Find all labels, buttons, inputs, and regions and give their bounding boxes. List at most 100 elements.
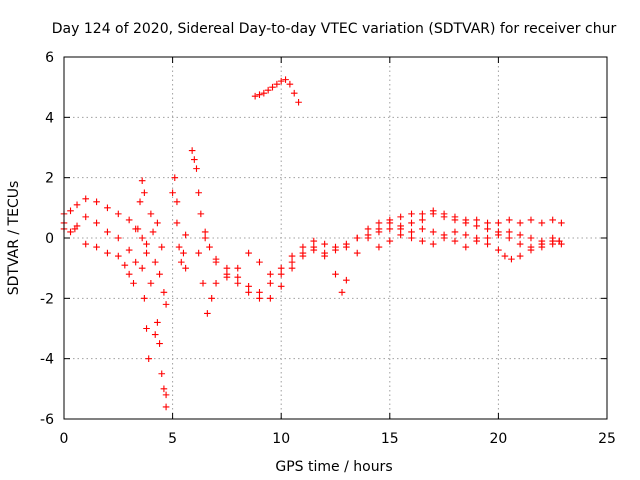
data-point [505, 228, 513, 236]
data-point [71, 225, 79, 233]
data-point [501, 252, 509, 260]
data-point [386, 216, 394, 224]
y-tick-label: 4 [45, 110, 54, 126]
data-point [104, 249, 111, 257]
data-point [162, 391, 170, 399]
series-group [169, 174, 189, 272]
data-point [286, 80, 294, 88]
x-tick-label: 15 [381, 431, 399, 447]
data-points [60, 76, 565, 411]
data-point [171, 174, 179, 181]
data-point [93, 198, 100, 206]
x-tick-label: 5 [168, 431, 177, 447]
data-point [527, 216, 535, 224]
plot-frame [63, 56, 608, 420]
y-axis-label: SDTVAR / TECUs [6, 181, 22, 296]
data-point [175, 243, 183, 251]
data-point [375, 219, 383, 227]
data-point [125, 270, 133, 278]
data-point [549, 240, 556, 248]
data-point [138, 177, 146, 184]
data-point [125, 216, 133, 224]
data-point [154, 319, 161, 326]
series-group [134, 177, 170, 411]
data-point [397, 231, 404, 239]
data-point [182, 264, 189, 272]
data-point [67, 228, 74, 236]
data-point [343, 276, 350, 284]
data-point [462, 231, 470, 239]
y-tick-label: -6 [40, 412, 54, 428]
series-group [60, 210, 137, 287]
x-tick-label: 0 [60, 431, 69, 447]
data-point [527, 234, 535, 242]
data-point [195, 249, 202, 257]
data-point [429, 207, 437, 215]
data-point [256, 289, 263, 296]
data-point [151, 258, 159, 266]
data-point [343, 243, 350, 251]
chart-title: Day 124 of 2020, Sidereal Day-to-day VTE… [52, 21, 617, 37]
data-point [484, 225, 491, 233]
data-point [115, 234, 122, 242]
data-point [310, 237, 318, 245]
data-point [141, 295, 148, 302]
data-point [538, 219, 546, 227]
data-point [195, 189, 202, 197]
data-point [288, 258, 296, 266]
data-point [451, 213, 459, 221]
series-group [375, 225, 565, 251]
series-group [60, 195, 150, 248]
data-point [160, 289, 168, 296]
data-point [147, 210, 155, 218]
y-tick-label: 2 [45, 171, 54, 187]
data-point [199, 279, 207, 287]
x-tick-label: 10 [272, 431, 290, 447]
data-point [332, 270, 339, 278]
data-point [245, 289, 252, 296]
data-point [397, 225, 404, 233]
data-point [169, 189, 176, 197]
data-point [180, 249, 187, 257]
data-point [310, 243, 318, 251]
data-point [473, 222, 480, 230]
data-point [212, 279, 220, 287]
data-point [234, 273, 242, 281]
data-point [82, 240, 90, 248]
data-point [132, 258, 139, 266]
data-point [484, 219, 491, 227]
data-point [462, 216, 470, 224]
data-point [177, 258, 185, 266]
data-point [234, 264, 242, 272]
data-point [408, 210, 415, 218]
data-point [208, 295, 215, 302]
data-point [549, 216, 556, 224]
data-point [143, 240, 150, 248]
data-point [397, 213, 404, 221]
data-point [408, 228, 415, 236]
data-point [260, 89, 268, 97]
data-point [290, 89, 298, 97]
data-point [256, 295, 263, 302]
data-point [353, 234, 361, 242]
data-point [419, 237, 426, 245]
data-point [277, 282, 285, 290]
data-point [138, 264, 146, 272]
data-point [299, 249, 307, 257]
series-group [201, 207, 565, 281]
data-point [364, 225, 372, 233]
data-point [158, 243, 166, 251]
data-point [267, 295, 274, 302]
data-point [145, 355, 153, 362]
data-point [558, 219, 565, 227]
data-point [130, 279, 137, 287]
data-point [419, 216, 426, 224]
x-tick-label: 25 [598, 431, 616, 447]
data-point [158, 370, 166, 378]
data-point [419, 225, 426, 233]
data-point [138, 234, 146, 242]
data-point [429, 240, 437, 248]
data-point [115, 252, 122, 260]
data-point [206, 243, 213, 251]
x-tick-label: 20 [489, 431, 507, 447]
